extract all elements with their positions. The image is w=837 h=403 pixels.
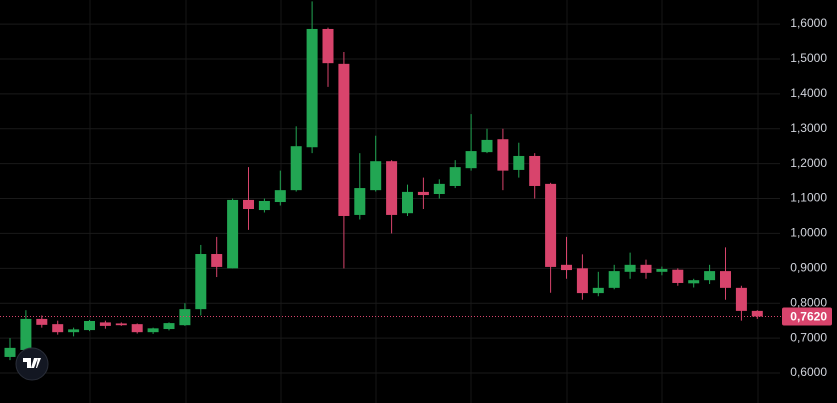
candle-body [433,183,445,194]
candle-body [354,188,366,215]
candle-body [4,347,16,357]
candle-body [704,271,716,281]
last-price-box [782,307,832,326]
candle-body [243,199,254,210]
y-tick-label: 0,9000 [790,260,827,274]
vertical-grid [89,0,759,403]
candle-body [688,280,700,284]
candle-body [720,271,731,288]
candle-body [656,269,668,272]
candle-body [338,63,350,216]
candle-body [561,264,572,271]
candle-body [576,268,588,294]
candle-body [211,254,223,267]
candle-body [163,323,175,330]
y-tick-label: 1,1000 [790,191,827,205]
candle-body [735,287,747,311]
candle-body [322,28,334,64]
tradingview-logo[interactable] [15,347,49,381]
plot: 0,6000 0,7000 0,8000 0,9000 1,0000 1,1000 1,20… [0,1,832,379]
candle-body [84,321,95,331]
candle-body [195,254,207,310]
candle-body [258,200,270,211]
candle-body [640,264,652,273]
candle-body [68,329,80,333]
candle-body [417,191,429,196]
candle-body [147,328,159,333]
y-tick-label: 1,3000 [790,121,827,135]
y-tick-label: 0,6000 [790,365,827,379]
candle-body [624,264,636,272]
y-tick-label: 1,5000 [790,51,827,65]
candle-body [529,155,541,186]
candle-body [179,309,191,326]
y-tick-label: 1,6000 [790,16,827,30]
y-tick-label: 1,2000 [790,156,827,170]
candle-body [306,28,318,148]
y-tick-label: 0,8000 [790,295,827,309]
candle-body [465,151,477,169]
candle-body [497,139,509,171]
candle-body [274,190,286,203]
candle-body [115,323,127,326]
candle-body [402,191,413,214]
candle-body [370,161,382,191]
candle-body [545,183,557,267]
last-price-label: 0,7620 [790,310,827,324]
candle-body [592,287,604,294]
candle-body [131,324,143,333]
candle-body [751,310,763,317]
candle-body [513,155,525,170]
candle-body [481,139,493,153]
candle-body [227,199,239,269]
candle-body [52,324,64,333]
y-tick-label: 1,4000 [790,86,827,100]
candle-body [608,271,620,288]
y-tick-label: 1,0000 [790,226,827,240]
candle-body [449,167,461,186]
y-tick-label: 0,7000 [790,330,827,344]
candle-body [20,318,32,350]
candle-body [99,322,111,326]
candle-body [672,269,684,283]
candle-body [290,146,302,191]
candle-body [386,161,398,215]
candle-body [36,318,48,325]
